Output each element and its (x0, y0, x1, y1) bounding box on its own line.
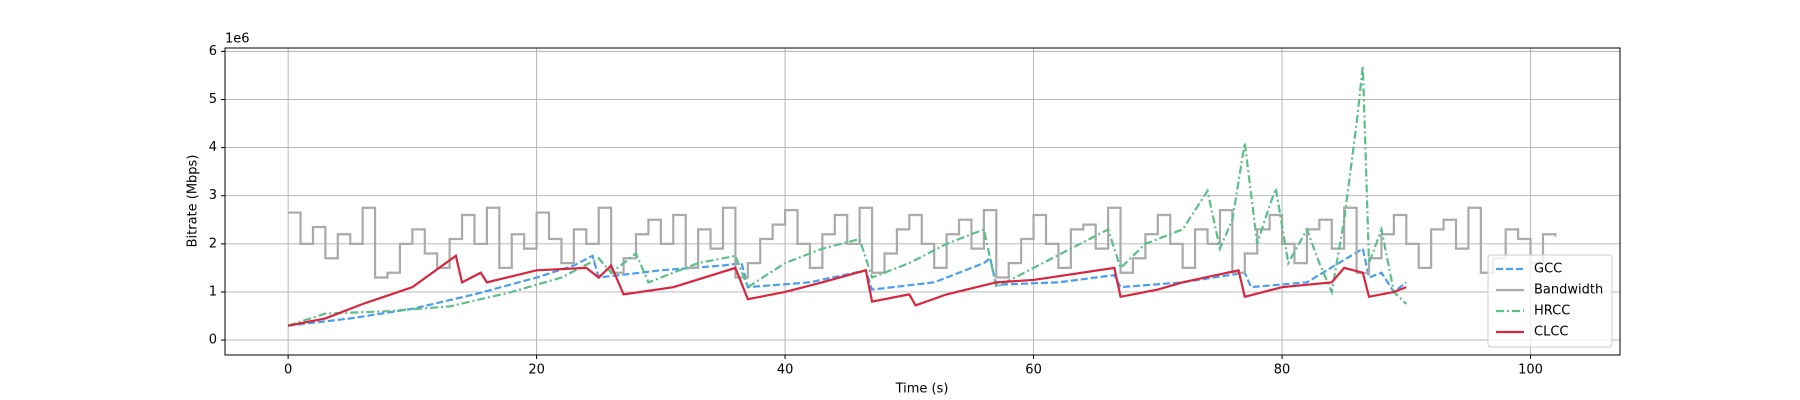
y-tick-label: 1 (209, 284, 217, 299)
y-tick-label: 4 (209, 140, 217, 155)
x-tick-label: 80 (1274, 363, 1291, 378)
x-axis-label: Time (s) (895, 382, 949, 397)
series-line (287, 246, 1407, 327)
x-tick-label: 0 (284, 363, 292, 378)
x-tick-label: 100 (1518, 363, 1543, 378)
series-line (288, 206, 1557, 279)
y-tick-label: 6 (209, 44, 217, 59)
legend-box (1487, 254, 1613, 348)
y-tick-label: 3 (209, 188, 217, 203)
legend: GCC Bandwidth HRCC CLCC (1487, 254, 1613, 348)
series-line (287, 65, 1408, 327)
legend-label: GCC (1534, 262, 1562, 277)
y-axis-label: Bitrate (Mbps) (186, 155, 201, 248)
y-tick-label: 2 (209, 236, 217, 251)
series-line (287, 254, 1407, 327)
plot-frame (224, 47, 1621, 356)
y-tick-label: 0 (209, 333, 217, 348)
y-offset-label: 1e6 (225, 32, 250, 47)
legend-label: HRCC (1534, 304, 1570, 319)
x-tick-label: 20 (528, 363, 545, 378)
x-tick-label: 60 (1025, 363, 1042, 378)
y-tick-label: 5 (209, 92, 217, 107)
x-tick-label: 40 (777, 363, 794, 378)
legend-label: Bandwidth (1534, 283, 1603, 298)
legend-label: CLCC (1534, 325, 1568, 340)
